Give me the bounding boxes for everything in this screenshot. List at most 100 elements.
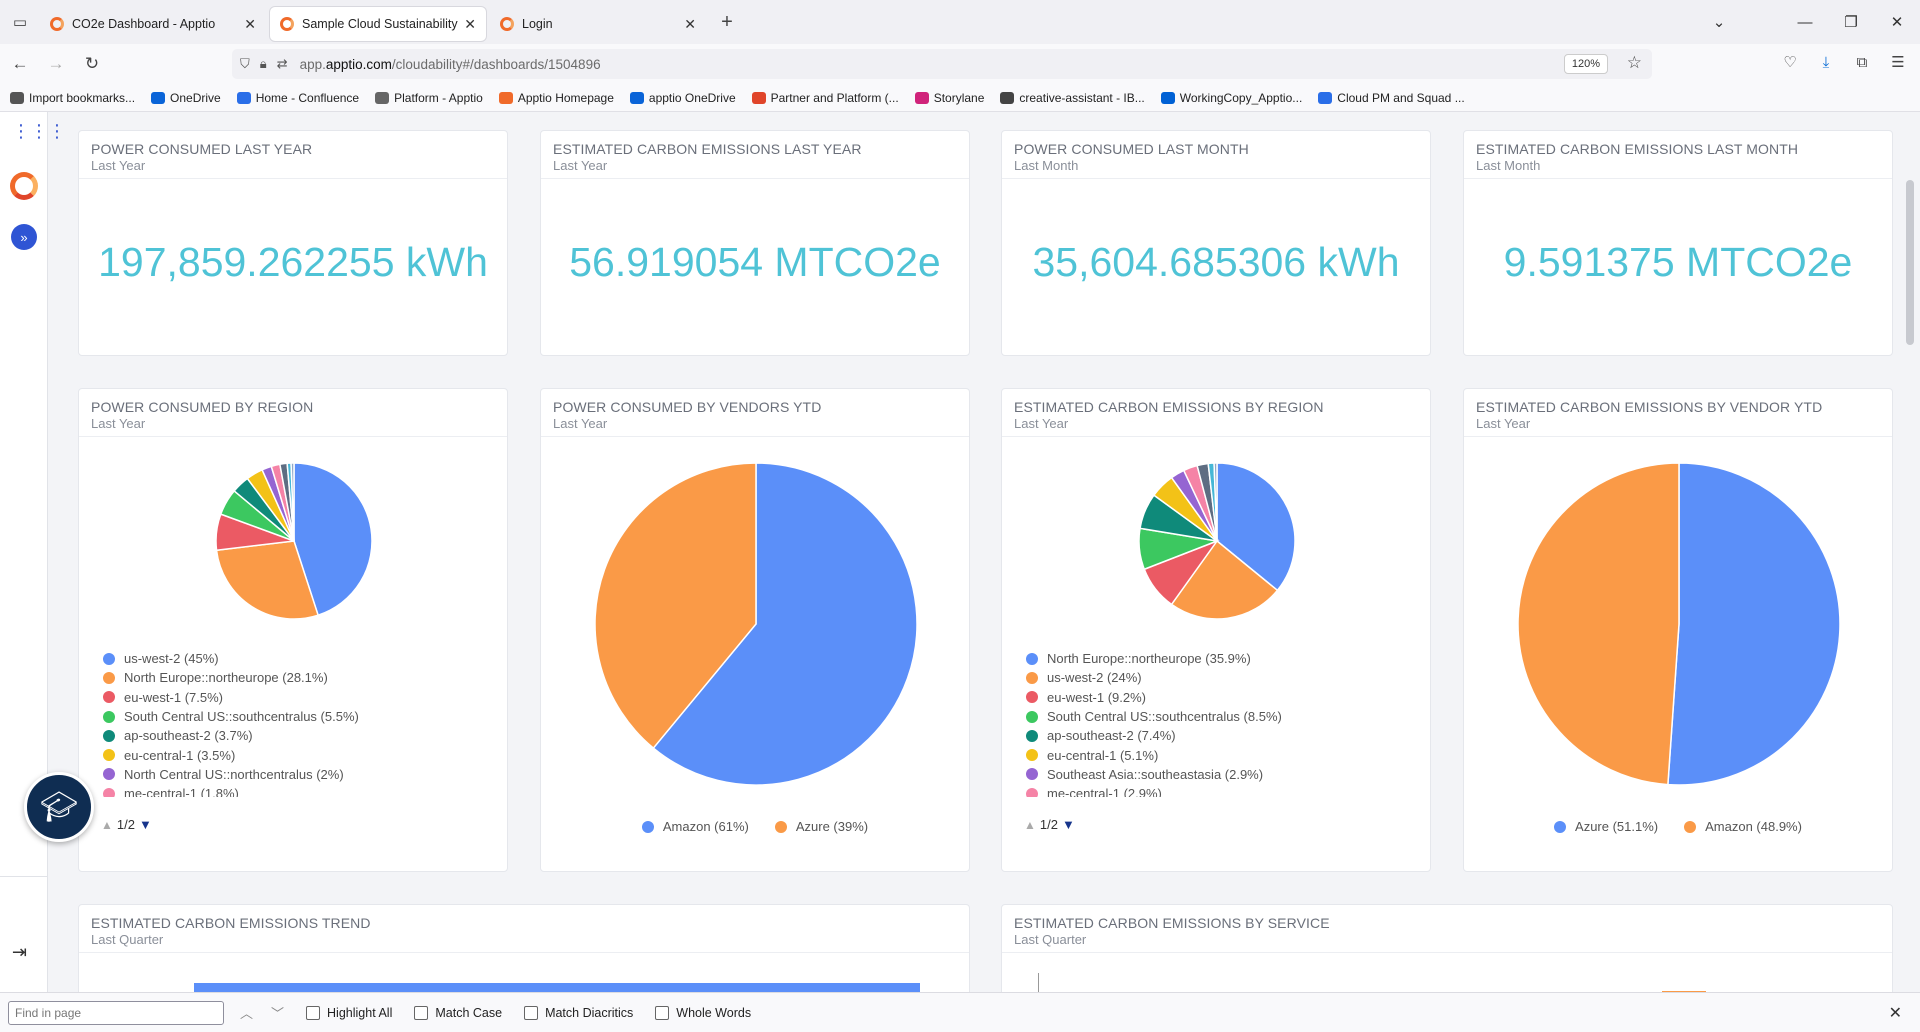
url-text[interactable]: app.apptio.com/cloudability#/dashboards/… <box>300 57 601 72</box>
legend-item[interactable]: ap-southeast-2 (7.4%) <box>1026 726 1282 745</box>
match-diacritics-checkbox[interactable]: Match Diacritics <box>524 1005 633 1020</box>
bookmark-item[interactable]: Partner and Platform (... <box>751 91 899 105</box>
bookmark-item[interactable]: Import bookmarks... <box>10 91 135 105</box>
pie-slice[interactable] <box>1216 462 1296 592</box>
app-grid-icon[interactable]: ⋮⋮⋮ <box>12 121 66 141</box>
close-window-icon[interactable]: ✕ <box>1890 14 1904 31</box>
pie-slice[interactable] <box>1213 462 1218 542</box>
restore-icon[interactable]: ❐ <box>1844 14 1858 31</box>
legend-item[interactable]: Amazon (48.9%) <box>1684 819 1802 834</box>
legend-item[interactable]: North Europe::northeurope (28.1%) <box>103 668 359 687</box>
bookmark-label: apptio OneDrive <box>648 90 736 105</box>
legend-item[interactable]: us-west-2 (45%) <box>103 649 359 668</box>
learning-graduation-cap-icon[interactable]: 🎓︎ <box>24 772 94 842</box>
reload-button[interactable]: ↻ <box>84 54 100 73</box>
tab-co2e-dashboard[interactable]: CO2e Dashboard - Apptio ✕ <box>40 7 266 41</box>
checkbox-box[interactable] <box>414 1005 429 1020</box>
whole-words-checkbox[interactable]: Whole Words <box>655 1005 751 1020</box>
legend-item[interactable]: me-central-1 (1.8%) <box>103 784 359 797</box>
bookmark-item[interactable]: Apptio Homepage <box>498 91 614 105</box>
close-tab-icon[interactable]: ✕ <box>244 15 256 32</box>
bookmark-item[interactable]: creative-assistant - IB... <box>1000 91 1145 105</box>
tab-sample-dashboard[interactable]: Sample Cloud Sustainability Da ✕ <box>270 7 486 41</box>
legend-item[interactable]: eu-west-1 (9.2%) <box>1026 688 1282 707</box>
find-next-icon[interactable]: ﹀ <box>271 1006 285 1021</box>
close-tab-icon[interactable]: ✕ <box>684 15 696 32</box>
card-subtitle: Last Quarter <box>1014 932 1087 947</box>
pager-up-icon[interactable]: ▲ <box>1024 817 1036 832</box>
logout-icon[interactable]: ⇥ <box>12 942 28 962</box>
pie-slice[interactable] <box>1667 462 1841 786</box>
pocket-icon[interactable]: ♡ <box>1783 54 1797 71</box>
zoom-level[interactable]: 120% <box>1563 54 1608 74</box>
page-scrollbar[interactable] <box>1906 180 1914 345</box>
pager-down-icon[interactable]: ▼ <box>1061 817 1075 832</box>
bookmark-item[interactable]: Platform - Apptio <box>375 91 483 105</box>
extensions-icon[interactable]: ⧉ <box>1856 53 1868 71</box>
back-button[interactable]: ← <box>11 54 29 73</box>
bookmark-item[interactable]: apptio OneDrive <box>629 90 736 105</box>
legend-label: Amazon (61%) <box>662 819 749 834</box>
legend-item[interactable]: South Central US::southcentralus (8.5%) <box>1026 707 1282 726</box>
legend-item[interactable]: North Europe::northeurope (35.9%) <box>1026 649 1282 668</box>
pager-up-icon[interactable]: ▲ <box>101 817 113 832</box>
pie-slice[interactable] <box>1517 462 1680 786</box>
pie-card-power-by-vendor: POWER CONSUMED BY VENDORS YTD Last Year A… <box>540 388 970 872</box>
legend-item[interactable]: Southeast Asia::southeastasia (2.9%) <box>1026 765 1282 784</box>
pie-slice[interactable] <box>293 462 373 617</box>
legend-item[interactable]: Azure (39%) <box>774 819 868 834</box>
bookmark-item[interactable]: Storylane <box>914 91 984 105</box>
checkbox-box[interactable] <box>524 1005 539 1020</box>
bookmark-star-icon[interactable]: ☆ <box>1626 53 1642 72</box>
legend-item[interactable]: South Central US::southcentralus (5.5%) <box>103 707 359 726</box>
legend-item[interactable]: Azure (51.1%) <box>1554 819 1658 834</box>
bookmark-item[interactable]: Home - Confluence <box>236 91 359 105</box>
pie-card-power-by-region: POWER CONSUMED BY REGION Last Year us-wes… <box>78 388 508 872</box>
apptio-logo-icon[interactable] <box>10 172 38 200</box>
checkbox-box[interactable] <box>655 1005 670 1020</box>
downloads-icon[interactable]: ⤓ <box>1822 53 1830 71</box>
url-bar[interactable]: ⛉ 🔒︎ ⇄ app.apptio.com/cloudability#/dash… <box>232 49 1652 79</box>
close-tab-icon[interactable]: ✕ <box>464 15 476 32</box>
expand-sidebar-icon[interactable]: » <box>11 224 37 250</box>
legend-item[interactable]: ap-southeast-2 (3.7%) <box>103 726 359 745</box>
legend-swatch <box>1026 671 1038 684</box>
tab-login[interactable]: Login ✕ <box>490 7 706 41</box>
find-input[interactable]: Find in page <box>8 1000 224 1025</box>
bookmarks-bar: Import bookmarks... OneDrive Home - Conflu… <box>0 84 1920 112</box>
minimize-icon[interactable]: — <box>1797 13 1813 31</box>
pie-slice[interactable] <box>290 462 295 542</box>
pie-slice[interactable] <box>215 540 320 620</box>
bookmark-item[interactable]: OneDrive <box>151 91 221 105</box>
checkbox-box[interactable] <box>306 1005 321 1020</box>
pager-down-icon[interactable]: ▼ <box>138 817 152 832</box>
new-tab-button[interactable]: + <box>721 10 733 33</box>
bookmark-item[interactable]: Cloud PM and Squad ... <box>1318 91 1465 105</box>
legend-item[interactable]: North Central US::northcentralus (2%) <box>103 765 359 784</box>
legend-item[interactable]: us-west-2 (24%) <box>1026 668 1282 687</box>
lock-icon[interactable]: 🔒︎ <box>259 56 267 71</box>
legend-item[interactable]: Amazon (61%) <box>641 819 749 834</box>
legend-label: us-west-2 (45%) <box>124 651 219 667</box>
menu-icon[interactable]: ☰ <box>1891 54 1905 71</box>
legend-item[interactable]: eu-central-1 (5.1%) <box>1026 745 1282 764</box>
pie-slice[interactable] <box>1170 539 1279 620</box>
list-all-tabs-icon[interactable]: ⌄ <box>1712 14 1726 31</box>
bookmark-item[interactable]: WorkingCopy_Apptio... <box>1160 91 1302 105</box>
forward-button[interactable]: → <box>47 54 65 73</box>
pie-card-emissions-by-region: ESTIMATED CARBON EMISSIONS BY REGION Last… <box>1001 388 1431 872</box>
legend-item[interactable]: me-central-1 (2.9%) <box>1026 784 1282 797</box>
highlight-all-checkbox[interactable]: Highlight All <box>306 1005 392 1020</box>
chart-legend: Azure (51.1%) Amazon (48.9%) <box>1464 819 1892 834</box>
legend-item[interactable]: eu-west-1 (7.5%) <box>103 688 359 707</box>
card-title: POWER CONSUMED BY REGION <box>91 399 314 415</box>
pie-slice[interactable] <box>594 462 757 750</box>
pie-slice[interactable] <box>652 462 918 786</box>
permissions-icon[interactable]: ⇄ <box>276 56 288 71</box>
find-previous-icon[interactable]: ︿ <box>240 1006 254 1021</box>
legend-item[interactable]: eu-central-1 (3.5%) <box>103 745 359 764</box>
match-case-checkbox[interactable]: Match Case <box>414 1005 502 1020</box>
tab-list-icon[interactable]: ▭ <box>12 14 28 31</box>
close-find-bar-icon[interactable]: ✕ <box>1888 1004 1902 1022</box>
shield-icon[interactable]: ⛉ <box>240 56 250 71</box>
